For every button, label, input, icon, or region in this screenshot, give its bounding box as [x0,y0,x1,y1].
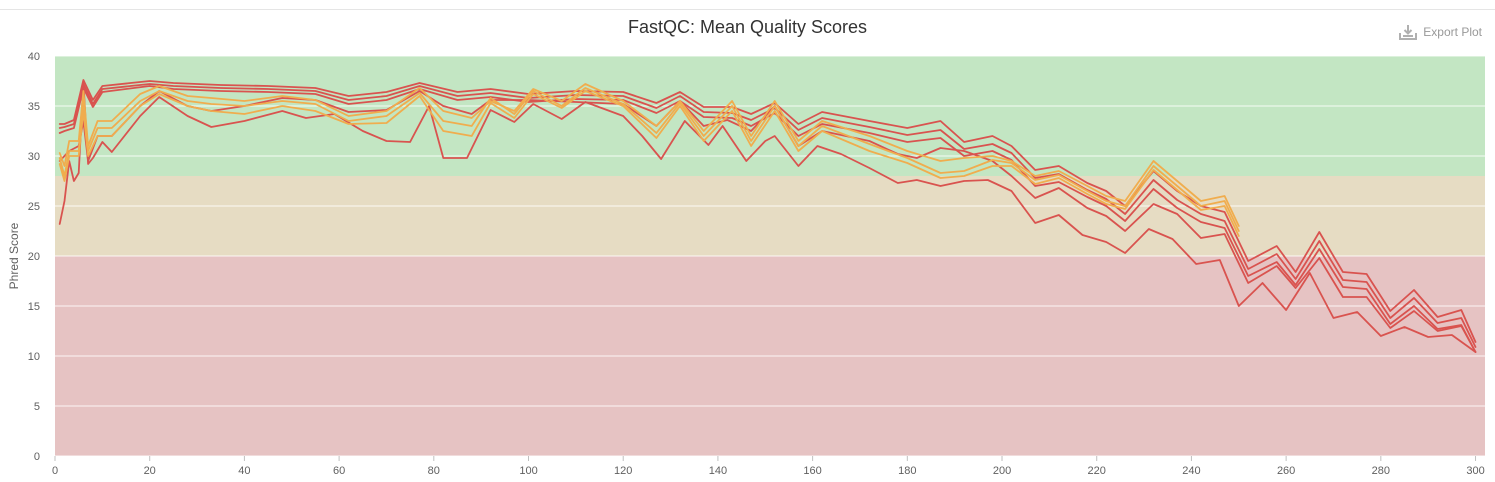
y-tick-label: 35 [28,101,40,113]
grid-lines [55,55,1485,457]
export-plot-button[interactable]: Export Plot [1399,24,1482,40]
download-icon [1399,25,1418,40]
x-tick-label: 100 [519,465,537,477]
x-tick-label: 200 [993,465,1011,477]
x-tick-label: 300 [1466,465,1484,477]
y-tick-label: 30 [28,151,40,163]
series-line-warn[interactable] [58,83,1240,227]
x-tick-label: 80 [428,465,440,477]
chart-title: FastQC: Mean Quality Scores [627,17,868,37]
series-line-warn[interactable] [58,87,1240,232]
export-plot-label: Export Plot [1423,25,1482,39]
series-line-fail[interactable] [58,81,1477,353]
series-line-fail[interactable] [58,79,1477,343]
series-line-fail[interactable] [58,85,1477,353]
y-axis-ticks: 0 5 10 15 20 25 30 35 40 [28,51,40,463]
x-tick-label: 40 [238,465,250,477]
x-tick-label: 260 [1277,465,1295,477]
y-tick-label: 25 [28,201,40,213]
quality-band-1 [55,176,1485,256]
x-tick-label: 0 [52,465,58,477]
y-tick-label: 10 [28,351,40,363]
y-tick-label: 0 [34,451,40,463]
y-tick-label: 15 [28,301,40,313]
top-divider [0,9,1495,10]
x-tick-label: 140 [709,465,727,477]
x-tick-label: 180 [898,465,916,477]
x-tick-label: 20 [144,465,156,477]
x-tick-label: 240 [1182,465,1200,477]
x-tick-label: 280 [1372,465,1390,477]
series-line-warn[interactable] [58,90,1240,237]
y-axis-title: Phred Score [7,222,21,289]
x-tick-label: 120 [614,465,632,477]
x-tick-label: 160 [803,465,821,477]
y-tick-label: 5 [34,401,40,413]
y-tick-label: 20 [28,251,40,263]
x-tick-label: 60 [333,465,345,477]
x-tick-label: 220 [1088,465,1106,477]
y-tick-label: 40 [28,51,40,63]
series-line-fail[interactable] [58,83,1477,348]
series-lines [58,79,1477,353]
x-axis-ticks: 0 20 40 60 80 100 120 140 160 180 200 220 240 260 280 3… [52,456,1485,477]
